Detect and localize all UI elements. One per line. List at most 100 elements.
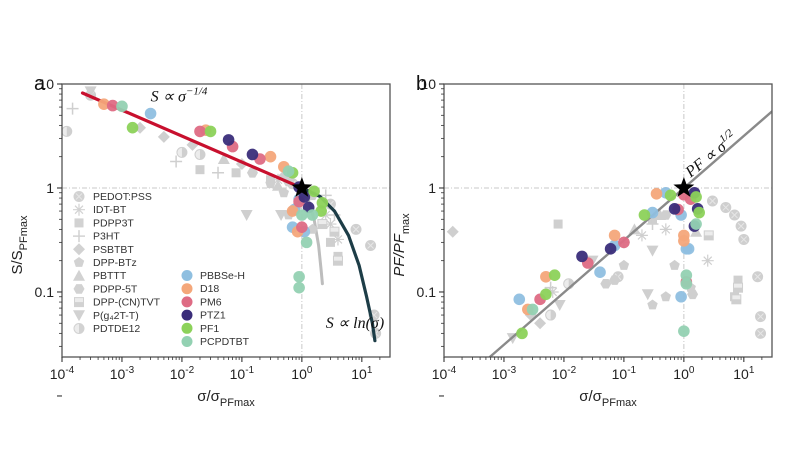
legend-item: IDT-BT bbox=[73, 203, 127, 216]
data-point-pf1 bbox=[664, 189, 677, 202]
data-point-pdpp3t bbox=[325, 237, 335, 247]
legend-item: PDTDE12 bbox=[73, 323, 140, 335]
data-point-pcpdtbt bbox=[282, 165, 295, 178]
data-point-dpp-btz bbox=[660, 291, 671, 302]
data-point-dpp-cn-tvt bbox=[329, 226, 340, 237]
y-tick-label: 10 bbox=[38, 76, 54, 92]
data-point-pedot-pss bbox=[729, 209, 741, 221]
data-point-pf1 bbox=[126, 121, 139, 134]
legend-marker-icon bbox=[73, 230, 85, 243]
x-tick-label: 10-4 bbox=[432, 365, 457, 382]
legend-item: PBTTT bbox=[73, 269, 127, 282]
plot-frame bbox=[443, 83, 773, 358]
x-tick-label: 101 bbox=[351, 365, 373, 382]
data-point-dpp-btz bbox=[265, 178, 276, 189]
legend-label: PTZ1 bbox=[200, 310, 226, 322]
data-point-ptz1 bbox=[668, 203, 681, 215]
data-point-pf1 bbox=[540, 288, 552, 301]
data-point-dpp-btz bbox=[647, 299, 658, 310]
panel-letter: a bbox=[34, 73, 46, 95]
data-point-ptz1 bbox=[246, 148, 259, 161]
panel-letter: b bbox=[416, 73, 427, 95]
plot-area bbox=[446, 110, 772, 357]
data-point-p-g42t-t- bbox=[84, 86, 97, 98]
data-point-pedot-pss bbox=[755, 311, 767, 323]
data-point-p-g42t-t- bbox=[646, 245, 659, 257]
data-point-pcpdtbt bbox=[680, 277, 693, 290]
data-point-p3ht bbox=[212, 166, 225, 179]
legend-item: D18 bbox=[181, 283, 219, 295]
data-point-ptz1 bbox=[576, 250, 588, 263]
y-axis-title: PF/PFmax bbox=[391, 213, 412, 277]
legend-marker-icon bbox=[73, 310, 85, 322]
data-point-pf1 bbox=[516, 327, 528, 340]
legend-marker-icon bbox=[181, 283, 193, 295]
data-point-pbbse-h bbox=[594, 266, 606, 278]
data-point-pcpdtbt bbox=[680, 269, 693, 281]
data-point-idt-bt bbox=[635, 229, 648, 242]
data-point-pcpdtbt bbox=[306, 209, 319, 221]
legend-marker-icon bbox=[73, 323, 85, 334]
data-point-p3ht bbox=[66, 102, 79, 115]
data-point-p3ht bbox=[646, 218, 659, 231]
data-point-dpp-cn-tvt bbox=[703, 230, 714, 241]
data-point-dpp-cn-tvt bbox=[317, 219, 328, 230]
legend-marker-icon bbox=[181, 296, 193, 308]
x-tick-label: 10-3 bbox=[110, 365, 135, 382]
x-tick-label: 101 bbox=[733, 365, 755, 382]
data-point-pedot-pss bbox=[755, 327, 767, 339]
x-axis-title: σ/σPFmax bbox=[197, 388, 255, 409]
y-axis-title: S/SPFmax bbox=[9, 215, 30, 275]
legend-item: PDPP-5T bbox=[73, 283, 138, 295]
data-point-pf1 bbox=[638, 209, 651, 221]
x-tick-label: 10-2 bbox=[170, 365, 195, 382]
data-point-pcpdtbt bbox=[293, 281, 305, 294]
legend-marker-icon bbox=[73, 269, 85, 281]
star-marker-pfmax bbox=[291, 177, 313, 197]
star-marker-pfmax bbox=[673, 177, 695, 197]
data-point-pf1 bbox=[204, 125, 217, 138]
legend-label: P(g₄2T-T) bbox=[93, 310, 139, 322]
data-point-pedot-pss bbox=[752, 271, 764, 283]
x-tick-label: 10-3 bbox=[492, 365, 517, 382]
data-point-pedot-pss bbox=[706, 195, 718, 207]
legend-marker-icon bbox=[73, 191, 85, 202]
data-point-psbtbt bbox=[157, 130, 170, 143]
data-point-pcpdtbt bbox=[116, 100, 128, 113]
legend-marker-icon bbox=[181, 309, 193, 321]
panel-b: 10-4 10-3 10-2 10-1 100 1011010.1bσ/σPFmaxPF/… bbox=[391, 73, 773, 409]
legend-label: P3HT bbox=[93, 231, 120, 243]
data-point-d18 bbox=[650, 187, 663, 200]
data-point-pdtde12 bbox=[62, 125, 73, 137]
plot-area bbox=[62, 86, 382, 343]
data-point-pbbse-h bbox=[144, 107, 157, 120]
data-point-ptz1 bbox=[222, 134, 235, 146]
annotation-1: S ∝ ln(σ) bbox=[326, 315, 384, 332]
data-point-d18 bbox=[286, 205, 299, 217]
legend-marker-icon bbox=[181, 322, 193, 334]
data-point-dpp-cn-tvt bbox=[731, 294, 742, 305]
legend-marker-icon bbox=[73, 257, 85, 267]
data-point-pf1 bbox=[548, 269, 561, 281]
legend-item: PCPDTBT bbox=[181, 336, 250, 348]
x-tick-label: 100 bbox=[291, 365, 313, 382]
annotation-0: S ∝ σ−1/4 bbox=[151, 85, 208, 105]
x-axis-title: σ/σPFmax bbox=[579, 388, 637, 409]
data-point-d18 bbox=[264, 150, 277, 163]
legend-item: PSBTBT bbox=[73, 243, 134, 256]
data-point-idt-bt bbox=[701, 254, 714, 267]
x-tick-label: 10-1 bbox=[612, 365, 637, 382]
legend-label: DPP-BTz bbox=[93, 257, 137, 269]
data-point-idt-bt bbox=[331, 233, 344, 246]
x-tick-label: 100 bbox=[673, 365, 695, 382]
data-point-p-g42t-t- bbox=[553, 299, 566, 311]
data-point-pedot-pss bbox=[350, 223, 362, 235]
x-tick-label: 10-2 bbox=[552, 365, 577, 382]
legend-item: PDPP3T bbox=[74, 217, 134, 229]
panel-a: 10-4 10-3 10-2 10-1 100 1011010.1aσ/σPFmaxS/S… bbox=[9, 73, 391, 409]
legend-item: DPP-(CN)TVT bbox=[74, 297, 161, 309]
data-point-pdpp3t bbox=[733, 275, 743, 285]
data-point-pcpdtbt bbox=[293, 270, 305, 283]
data-point-pcpdtbt bbox=[296, 209, 308, 221]
